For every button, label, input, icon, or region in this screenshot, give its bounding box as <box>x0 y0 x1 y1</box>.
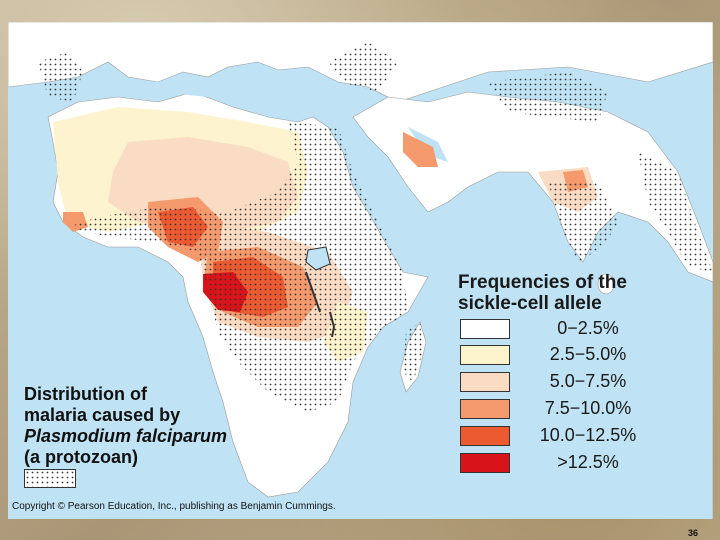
legend-title-line2: sickle-cell allele <box>458 293 602 314</box>
legend-label-5: >12.5% <box>557 452 619 472</box>
slide-number: 36 <box>688 528 699 538</box>
red-sea <box>338 127 393 220</box>
malaria-title-line4: (a protozoan) <box>24 447 138 467</box>
legend-swatch-5 <box>460 453 510 473</box>
legend-label-2: 5.0−7.5% <box>549 371 627 391</box>
malaria-dot-swatch <box>24 469 76 488</box>
legend-title: Frequencies of the sickle-cell allele <box>458 272 708 314</box>
legend-label-4: 10.0−12.5% <box>539 425 637 445</box>
legend-label-0: 0−2.5% <box>557 318 619 338</box>
legend-label-3: 7.5−10.0% <box>544 398 632 418</box>
legend-title-line1: Frequencies of the <box>458 272 627 293</box>
malaria-title-line3: Plasmodium falciparum <box>24 426 228 446</box>
africa-map <box>8 22 713 519</box>
lake-malawi <box>329 311 336 338</box>
malaria-dots <box>38 42 713 412</box>
legend-swatch-0 <box>460 319 510 339</box>
legend-swatch-1 <box>460 345 510 365</box>
malaria-legend-title: Distribution of malaria caused by Plasmo… <box>24 384 324 468</box>
malaria-title-line2: malaria caused by <box>24 405 181 425</box>
lake-victoria <box>305 246 331 271</box>
legend-swatch-4 <box>460 426 510 446</box>
lake-tanganyika <box>305 271 321 313</box>
legend-swatch-2 <box>460 372 510 392</box>
mediterranean <box>108 77 353 117</box>
map-panel: Frequencies of the sickle-cell allele 0−… <box>8 22 713 519</box>
copyright-text: Copyright © Pearson Education, Inc., pub… <box>12 501 336 512</box>
legend-swatch-3 <box>460 399 510 419</box>
legend-label-1: 2.5−5.0% <box>549 344 627 364</box>
malaria-title-line1: Distribution of <box>24 384 147 404</box>
